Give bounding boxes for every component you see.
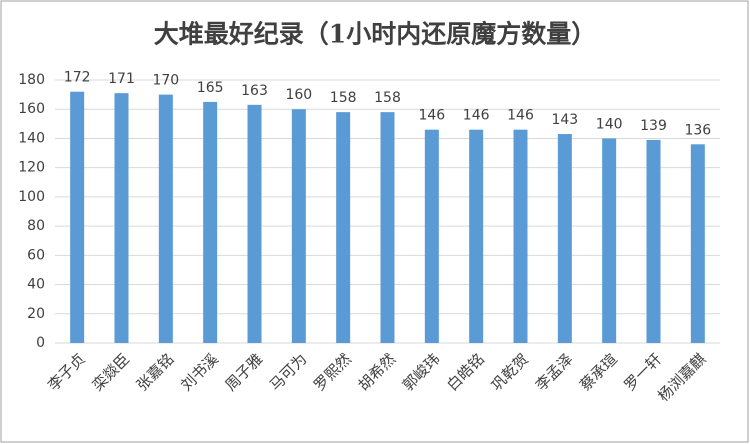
y-tick-label: 0: [36, 335, 45, 351]
bar: [557, 134, 572, 343]
bar: [70, 91, 85, 343]
bar: [203, 101, 218, 344]
value-label: 140: [596, 116, 623, 132]
y-tick-label: 180: [18, 72, 45, 88]
y-tick-label: 80: [27, 218, 45, 234]
bar: [247, 104, 262, 343]
bar: [469, 129, 484, 343]
bar: [602, 138, 617, 343]
bar: [336, 112, 351, 344]
value-label: 171: [108, 71, 135, 87]
value-label: 146: [463, 108, 490, 124]
value-label: 143: [551, 112, 578, 128]
value-label: 170: [152, 73, 179, 89]
y-tick-label: 120: [18, 160, 45, 176]
y-tick-label: 60: [27, 247, 45, 263]
y-tick-label: 140: [18, 130, 45, 146]
bar: [424, 129, 439, 343]
value-label: 146: [418, 108, 445, 124]
bar: [513, 129, 528, 343]
bar: [690, 144, 705, 343]
bar: [646, 139, 661, 343]
value-label: 146: [507, 108, 534, 124]
bar: [158, 94, 173, 343]
value-label: 163: [241, 83, 268, 99]
value-label: 158: [374, 90, 401, 106]
value-label: 158: [330, 90, 357, 106]
value-label: 139: [640, 118, 667, 134]
y-tick-label: 100: [18, 189, 45, 205]
value-label: 172: [64, 70, 91, 86]
bar: [291, 109, 306, 343]
bar: [380, 112, 395, 344]
value-label: 160: [285, 87, 312, 103]
value-label: 136: [684, 122, 711, 138]
chart-title: 大堆最好纪录（1小时内还原魔方数量）: [154, 20, 596, 49]
y-tick-label: 160: [18, 101, 45, 117]
bar: [114, 93, 129, 344]
value-label: 165: [197, 80, 224, 96]
y-tick-label: 40: [27, 277, 45, 293]
y-tick-label: 20: [27, 306, 45, 322]
